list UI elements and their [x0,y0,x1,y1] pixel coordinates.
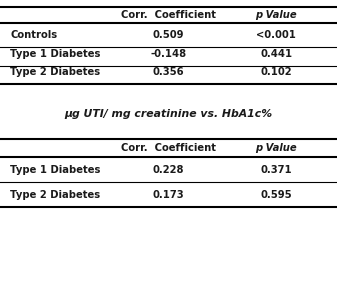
Text: 0.509: 0.509 [153,30,184,40]
Text: Type 2 Diabetes: Type 2 Diabetes [10,190,100,200]
Text: μg UTI/ mg creatinine vs. HbA1c%: μg UTI/ mg creatinine vs. HbA1c% [64,109,273,119]
Text: Type 1 Diabetes: Type 1 Diabetes [10,165,100,175]
Text: Corr.  Coefficient: Corr. Coefficient [121,10,216,20]
Text: -0.148: -0.148 [150,49,187,59]
Text: p Value: p Value [255,144,297,153]
Text: 0.371: 0.371 [261,165,292,175]
Text: Corr.  Coefficient: Corr. Coefficient [121,144,216,153]
Text: Controls: Controls [10,30,57,40]
Text: 0.595: 0.595 [261,190,292,200]
Text: p Value: p Value [255,10,297,20]
Text: 0.228: 0.228 [153,165,184,175]
Text: Type 2 Diabetes: Type 2 Diabetes [10,67,100,77]
Text: 0.173: 0.173 [153,190,184,200]
Text: 0.102: 0.102 [261,67,292,77]
Text: 0.356: 0.356 [153,67,184,77]
Text: 0.441: 0.441 [260,49,293,59]
Text: <0.001: <0.001 [256,30,296,40]
Text: Type 1 Diabetes: Type 1 Diabetes [10,49,100,59]
